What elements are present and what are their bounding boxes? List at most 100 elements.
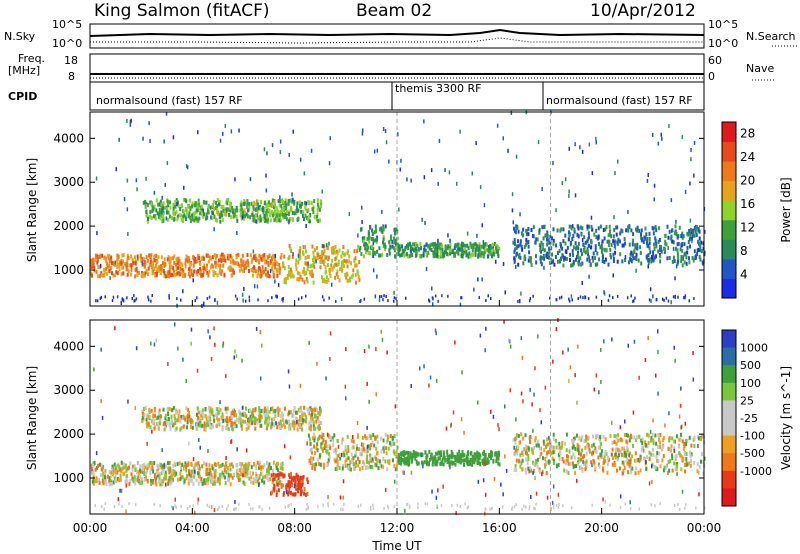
noise-cell	[252, 249, 255, 254]
data-cell	[239, 421, 242, 425]
data-cell	[294, 208, 297, 213]
data-cell	[368, 239, 371, 244]
data-cell	[603, 260, 606, 264]
noise-cell	[385, 487, 387, 492]
noise-cell	[612, 273, 614, 278]
data-cell	[98, 254, 101, 259]
data-cell	[442, 462, 445, 467]
noise-cell	[555, 327, 558, 332]
noise-cell	[466, 231, 469, 236]
data-cell	[252, 414, 255, 419]
data-cell	[293, 211, 296, 216]
noise-cell	[255, 326, 258, 331]
data-cell	[617, 237, 620, 242]
data-cell	[275, 489, 278, 494]
data-cell	[178, 213, 181, 218]
data-cell	[167, 255, 170, 259]
data-cell	[382, 224, 385, 229]
data-cell	[141, 464, 144, 469]
data-cell	[448, 462, 451, 467]
data-cell	[288, 254, 291, 259]
data-cell	[546, 251, 549, 256]
data-cell	[270, 424, 273, 429]
noise-cell	[477, 400, 479, 405]
data-cell	[681, 242, 684, 247]
data-cell	[592, 442, 595, 447]
data-cell	[526, 445, 529, 450]
data-cell	[407, 242, 410, 247]
data-cell	[326, 263, 329, 267]
data-cell	[260, 414, 263, 419]
noise-cell	[182, 289, 184, 294]
data-cell	[630, 257, 632, 262]
data-cell	[453, 246, 456, 250]
data-cell	[608, 239, 611, 244]
data-cell	[308, 219, 311, 224]
data-cell	[365, 436, 368, 441]
data-cell	[495, 249, 498, 254]
near-range-cell	[478, 296, 480, 300]
data-cell	[125, 477, 128, 482]
data-cell	[279, 425, 281, 430]
noise-cell	[437, 488, 439, 493]
data-cell	[611, 456, 614, 460]
noise-cell	[617, 159, 619, 164]
data-cell	[350, 274, 353, 279]
data-cell	[318, 412, 321, 417]
data-cell	[417, 452, 420, 457]
data-cell	[358, 447, 360, 452]
data-cell	[450, 248, 453, 253]
data-cell	[297, 216, 300, 221]
near-range-cell	[528, 299, 531, 303]
data-cell	[545, 454, 548, 459]
data-cell	[165, 274, 167, 279]
data-cell	[297, 422, 300, 427]
data-cell	[346, 264, 349, 269]
data-cell	[579, 465, 582, 470]
near-range-cell	[663, 298, 665, 302]
data-cell	[285, 419, 288, 424]
data-cell	[616, 225, 619, 230]
data-cell	[619, 231, 622, 236]
data-cell	[275, 407, 278, 412]
data-cell	[185, 464, 188, 469]
data-cell	[519, 453, 522, 458]
data-cell	[134, 481, 137, 486]
data-cell	[261, 478, 264, 483]
data-cell	[298, 419, 301, 424]
data-cell	[259, 255, 262, 260]
data-cell	[254, 253, 257, 258]
data-cell	[134, 478, 137, 482]
data-cell	[601, 259, 604, 264]
data-cell	[271, 490, 273, 495]
noise-cell	[256, 284, 259, 289]
near-range-cell	[568, 299, 571, 303]
data-cell	[437, 254, 440, 259]
data-cell	[477, 250, 480, 255]
data-cell	[329, 445, 332, 450]
data-cell	[112, 466, 115, 471]
data-cell	[621, 460, 624, 465]
noise-cell	[123, 197, 126, 201]
data-cell	[232, 214, 235, 219]
data-cell	[357, 463, 360, 468]
data-cell	[512, 240, 515, 245]
data-cell	[167, 466, 170, 471]
data-cell	[223, 464, 226, 469]
data-cell	[175, 262, 177, 267]
near-range-cell	[428, 299, 431, 303]
data-cell	[529, 259, 532, 264]
data-cell	[316, 457, 319, 462]
noise-cell	[363, 349, 366, 354]
noise-cell	[120, 301, 122, 305]
data-cell	[297, 474, 299, 479]
data-cell	[381, 464, 384, 469]
data-cell	[296, 209, 299, 213]
data-cell	[414, 244, 416, 249]
data-cell	[366, 448, 369, 453]
data-cell	[267, 414, 270, 419]
data-cell	[696, 469, 699, 474]
data-cell	[601, 239, 604, 244]
data-cell	[112, 273, 115, 278]
data-cell	[386, 438, 389, 443]
